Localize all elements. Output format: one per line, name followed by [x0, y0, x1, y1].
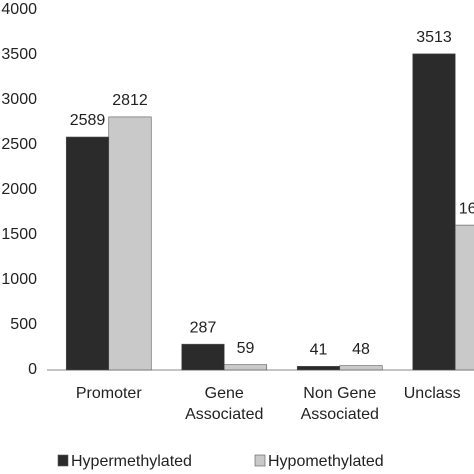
y-tick-label: 4000	[1, 1, 37, 18]
y-tick-label: 2500	[1, 136, 37, 153]
y-tick-label: 2000	[1, 181, 37, 198]
x-tick-label: Gene	[205, 385, 244, 402]
value-label: 287	[190, 319, 217, 336]
value-label: 41	[310, 342, 328, 359]
x-tick-label: Non Gene	[303, 385, 376, 402]
bar	[412, 53, 456, 371]
bar	[181, 343, 225, 371]
y-tick-label: 0	[28, 361, 37, 378]
x-tick-label: Unclass	[404, 385, 461, 402]
bar	[296, 366, 341, 371]
y-tick-label: 3000	[1, 91, 37, 108]
bar	[454, 224, 474, 371]
value-label: 59	[237, 340, 255, 357]
y-tick-label: 1500	[1, 226, 37, 243]
bar	[65, 136, 110, 371]
y-tick-label: 500	[10, 316, 37, 333]
value-label: 3513	[416, 29, 452, 46]
value-label: 2589	[70, 112, 106, 129]
bar	[108, 116, 152, 371]
value-label: 2812	[112, 92, 148, 109]
legend-label: Hypermethylated	[71, 453, 192, 470]
x-tick-label: Associated	[301, 406, 379, 423]
bar	[223, 364, 268, 371]
bar	[339, 365, 383, 371]
legend-label: Hypomethylated	[268, 453, 384, 470]
x-tick-label: Associated	[185, 406, 263, 423]
y-tick-label: 3500	[1, 46, 37, 63]
legend-swatch	[254, 454, 266, 467]
legend-swatch	[57, 454, 69, 467]
value-label: 1610	[459, 200, 474, 217]
value-label: 48	[352, 341, 370, 358]
y-tick-label: 1000	[1, 271, 37, 288]
x-tick-label: Promoter	[76, 385, 142, 402]
